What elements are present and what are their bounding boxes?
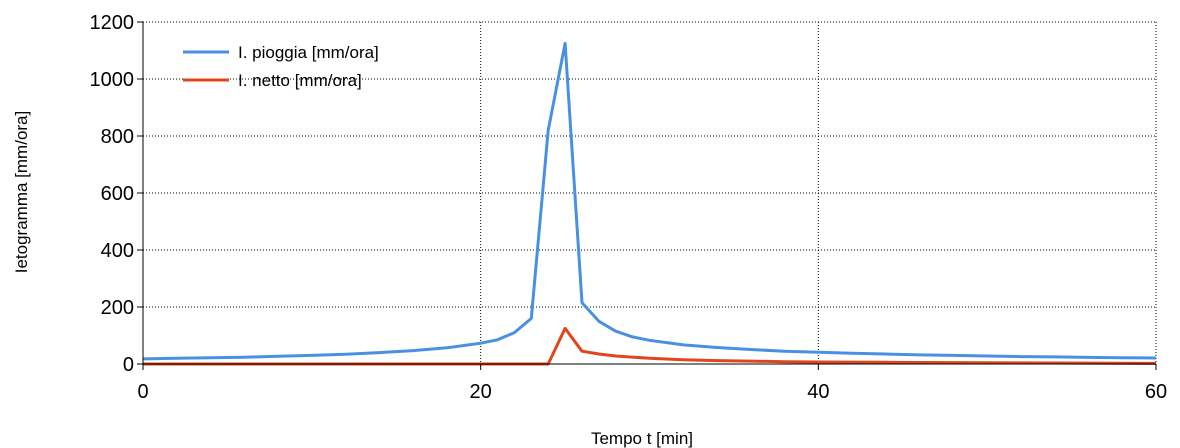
- tick-labels: 0 200 400 600 800 1000 1200 0 20 40 60: [90, 12, 1168, 403]
- y-tick-label: 400: [101, 240, 134, 262]
- x-tick-label: 0: [137, 381, 148, 403]
- x-tick-label: 20: [470, 381, 492, 403]
- y-axis-title: Ietogramma [mm/ora]: [12, 111, 31, 274]
- series-layer: [142, 41, 1157, 366]
- y-tick-label: 1200: [90, 12, 135, 34]
- y-tick-label: 200: [101, 297, 134, 319]
- grid-lines: [143, 21, 1157, 364]
- legend-label-pioggia: I. pioggia [mm/ora]: [238, 43, 379, 62]
- y-tick-label: 600: [101, 183, 134, 205]
- series-line-netto: [143, 326, 1157, 366]
- y-tick-label: 0: [123, 354, 134, 376]
- y-tick-label: 1000: [90, 69, 135, 91]
- legend: I. pioggia [mm/ora] I. netto [mm/ora]: [183, 43, 379, 90]
- y-tick-label: 800: [101, 126, 134, 148]
- x-tick-label: 60: [1145, 381, 1167, 403]
- legend-label-netto: I. netto [mm/ora]: [238, 71, 362, 90]
- x-tick-label: 40: [807, 381, 829, 403]
- x-axis-title: Tempo t [min]: [591, 429, 693, 448]
- series-line-pioggia: [142, 41, 1157, 361]
- axes: [137, 21, 1157, 370]
